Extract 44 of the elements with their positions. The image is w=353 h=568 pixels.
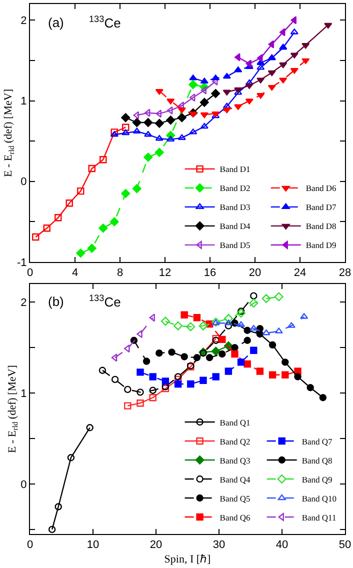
legend-label: Band Q3 [220,455,250,466]
annotation: $^{133}$Ce [89,293,121,310]
x-tick-label: 4 [72,267,78,280]
y-tick-label: 2 [20,297,27,310]
y-tick-label: 2 [20,14,27,27]
x-tick-label: 28 [338,267,352,280]
legend-label: Band Q8 [302,455,332,466]
legend-label: Band Q6 [220,512,250,522]
x-tick-label: 30 [212,539,226,552]
y-tick-label: 0 [20,176,27,188]
x-tick-label: 20 [248,267,262,280]
x-axis-title: Spin, I [ℏ] [164,553,211,566]
legend-label: Band D7 [306,202,336,212]
legend-label: Band Q9 [302,474,332,484]
legend-label: Band Q1 [220,417,250,428]
legend-label: Band D6 [306,183,336,194]
legend-label: Band D9 [306,240,336,250]
x-tick-label: 8 [116,267,124,280]
x-tick-label: 24 [294,267,306,280]
annotation: (a) [48,15,64,30]
x-tick-label: 50 [338,539,352,552]
legend-label: Band Q11 [302,512,336,522]
legend-label: Band Q7 [302,436,332,446]
legend-label: Band Q5 [220,493,250,504]
legend-label: Band D8 [306,221,336,232]
y-tick-label: -1 [17,256,27,269]
legend-label: Band Q10 [302,493,337,504]
annotation: (b) [48,294,64,309]
x-tick-label: 10 [86,539,100,552]
y-tick-label: 0 [20,478,27,491]
x-tick-label: 40 [276,539,288,552]
y-tick-label: 1 [20,96,27,108]
legend-label: Band D3 [220,202,250,212]
legend-label: Band D5 [220,240,250,250]
legend-label: Band Q4 [220,474,252,484]
legend-label: Band D1 [220,164,250,174]
x-tick-label: 12 [158,267,172,280]
annotation: $^{133}$Ce [89,14,121,30]
legend-label: Band Q2 [220,436,250,446]
y-tick-label: 1 [20,388,27,400]
legend-label: Band D2 [220,183,250,194]
legend-label: Band D4 [220,221,252,232]
x-tick-label: 20 [150,539,162,552]
x-tick-label: 16 [204,267,216,280]
